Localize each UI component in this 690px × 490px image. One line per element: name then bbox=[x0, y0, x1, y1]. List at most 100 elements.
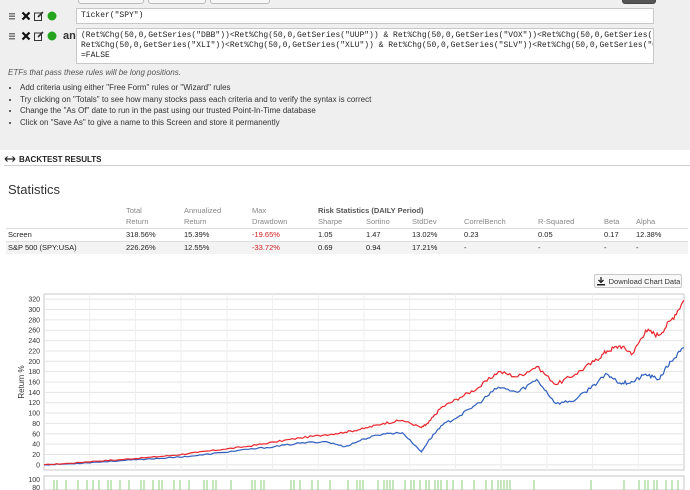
tips-list: Add criteria using either "Free Form" ru… bbox=[8, 83, 371, 129]
header-total: Total bbox=[126, 205, 142, 215]
header-cell: Sortino bbox=[366, 217, 390, 227]
y-tick-label: 180 bbox=[28, 369, 40, 376]
download-icon bbox=[596, 276, 606, 286]
screen-rules-panel: Ticker("SPY") and (Ret%Chg(50,0,GetSerie… bbox=[0, 0, 690, 150]
status-ok-icon bbox=[47, 31, 57, 41]
table-cell: - bbox=[462, 240, 537, 254]
y-axis-ticks: 0 20 40 60 80 100 120 140 160 180 200 220 240 260 280 3… bbox=[28, 297, 40, 470]
rule-1-controls bbox=[8, 11, 57, 21]
y-tick-label: 320 bbox=[28, 297, 40, 304]
expand-arrows-icon bbox=[4, 154, 16, 164]
y-tick-label: 260 bbox=[28, 328, 40, 335]
header-cell: Alpha bbox=[636, 217, 656, 227]
y-tick-label: 0 bbox=[36, 462, 40, 469]
divider bbox=[4, 165, 690, 166]
y-tick-label: 140 bbox=[28, 390, 40, 397]
y-tick-label: 160 bbox=[28, 380, 40, 387]
table-cell: 1.47 bbox=[364, 227, 410, 241]
table-cell: 0.17 bbox=[602, 227, 635, 241]
rule-2-line: =FALSE bbox=[81, 51, 110, 60]
table-row: S&P 500 (SPY:USA) 226.26% 12.55% -33.72%… bbox=[6, 240, 689, 254]
table-cell: 12.38% bbox=[634, 227, 689, 241]
header-cell: Beta bbox=[604, 217, 620, 227]
table-cell: 318.56% bbox=[124, 227, 182, 241]
row-name: S&P 500 (SPY:USA) bbox=[6, 240, 124, 254]
table-cell: 12.55% bbox=[182, 240, 250, 254]
rule-2-controls: and bbox=[8, 30, 83, 42]
header-annualized: Annualized bbox=[184, 205, 222, 215]
table-cell: 0.94 bbox=[364, 240, 410, 254]
top-toolbar-button-2[interactable] bbox=[148, 0, 206, 4]
header-cell: R-Squared bbox=[538, 217, 575, 227]
status-ok-icon bbox=[47, 11, 57, 21]
y-tick-label: 280 bbox=[28, 317, 40, 324]
y-axis-label: Return % bbox=[17, 365, 26, 398]
header-cell: Sharpe bbox=[318, 217, 343, 227]
table-cell: - bbox=[634, 240, 689, 254]
backtest-heading: BACKTEST RESULTS bbox=[19, 154, 102, 164]
header-max: Max bbox=[252, 205, 267, 215]
download-chart-data-button[interactable]: Download Chart Data bbox=[594, 274, 682, 288]
y-tick-label: 120 bbox=[28, 400, 40, 407]
header-cell: Return bbox=[184, 217, 207, 227]
header-cell: StdDev bbox=[412, 217, 437, 227]
secondary-y-tick-label: 80 bbox=[32, 485, 40, 490]
y-tick-label: 20 bbox=[32, 452, 40, 459]
table-cell: 17.21% bbox=[410, 240, 462, 254]
edit-icon[interactable] bbox=[34, 11, 44, 21]
y-tick-label: 40 bbox=[32, 442, 40, 449]
tip-item: Change the "As Of" date to run in the pa… bbox=[20, 106, 371, 115]
y-tick-label: 200 bbox=[28, 359, 40, 366]
backtest-results-toggle[interactable]: BACKTEST RESULTS bbox=[4, 154, 102, 164]
table-cell: 0.23 bbox=[462, 227, 537, 241]
top-toolbar-button-dark[interactable] bbox=[622, 0, 656, 4]
risk-statistics-heading: Risk Statistics (DAILY Period) bbox=[318, 205, 424, 215]
edit-icon[interactable] bbox=[34, 31, 44, 41]
y-tick-label: 80 bbox=[32, 421, 40, 428]
drag-handle-icon[interactable] bbox=[8, 11, 18, 21]
download-label: Download Chart Data bbox=[608, 276, 681, 286]
table-cell: 15.39% bbox=[182, 227, 250, 241]
secondary-y-tick-label: 100 bbox=[28, 477, 40, 484]
row-name: Screen bbox=[6, 227, 124, 241]
secondary-plot-area bbox=[43, 475, 685, 490]
series-line-benchmark bbox=[43, 347, 685, 466]
delete-icon[interactable] bbox=[21, 31, 31, 41]
y-tick-label: 240 bbox=[28, 338, 40, 345]
delete-icon[interactable] bbox=[21, 11, 31, 21]
header-cell: Return bbox=[126, 217, 149, 227]
table-cell: 13.02% bbox=[410, 227, 462, 241]
table-row: Screen 318.56% 15.39% -19.65% 1.05 1.47 … bbox=[6, 227, 689, 241]
table-cell: 226.26% bbox=[124, 240, 182, 254]
header-cell: Drawdown bbox=[252, 217, 288, 227]
rule-2-input[interactable]: (Ret%Chg(50,0,GetSeries("DBB"))<Ret%Chg(… bbox=[76, 28, 654, 64]
y-tick-label: 220 bbox=[28, 348, 40, 355]
y-tick-label: 60 bbox=[32, 431, 40, 438]
top-toolbar-button-1[interactable] bbox=[78, 0, 144, 4]
statistics-table: Total Annualized Max Risk Statistics (DA… bbox=[6, 204, 689, 254]
tip-item: Add criteria using either "Free Form" ru… bbox=[20, 83, 371, 92]
drag-handle-icon[interactable] bbox=[8, 31, 18, 41]
table-cell: 0.05 bbox=[536, 227, 603, 241]
return-chart: 0204060801001201401601802002202402602803… bbox=[17, 293, 685, 490]
rule-1-input[interactable]: Ticker("SPY") bbox=[76, 8, 654, 24]
table-cell: - bbox=[602, 240, 635, 254]
header-cell: CorrelBench bbox=[464, 217, 506, 227]
table-cell: - bbox=[536, 240, 603, 254]
table-cell: -33.72% bbox=[250, 240, 316, 254]
tip-item: Try clicking on "Totals" to see how many… bbox=[20, 95, 371, 104]
statistics-title: Statistics bbox=[8, 182, 61, 197]
table-cell: 1.05 bbox=[316, 227, 364, 241]
table-cell: -19.65% bbox=[250, 227, 316, 241]
y-tick-label: 100 bbox=[28, 411, 40, 418]
table-cell: 0.69 bbox=[316, 240, 364, 254]
chart-grid bbox=[43, 293, 685, 471]
tip-item: Click on "Save As" to give a name to thi… bbox=[20, 118, 371, 127]
series-line-screen bbox=[43, 299, 685, 466]
rules-note: ETFs that pass these rules will be long … bbox=[8, 68, 181, 77]
top-toolbar-button-3[interactable] bbox=[210, 0, 270, 4]
rule-2-line: Ret%Chg(50,0,GetSeries("XLI"))<Ret%Chg(5… bbox=[81, 41, 654, 50]
rule-2-line: (Ret%Chg(50,0,GetSeries("DBB"))<Ret%Chg(… bbox=[81, 31, 654, 40]
y-tick-label: 300 bbox=[28, 307, 40, 314]
